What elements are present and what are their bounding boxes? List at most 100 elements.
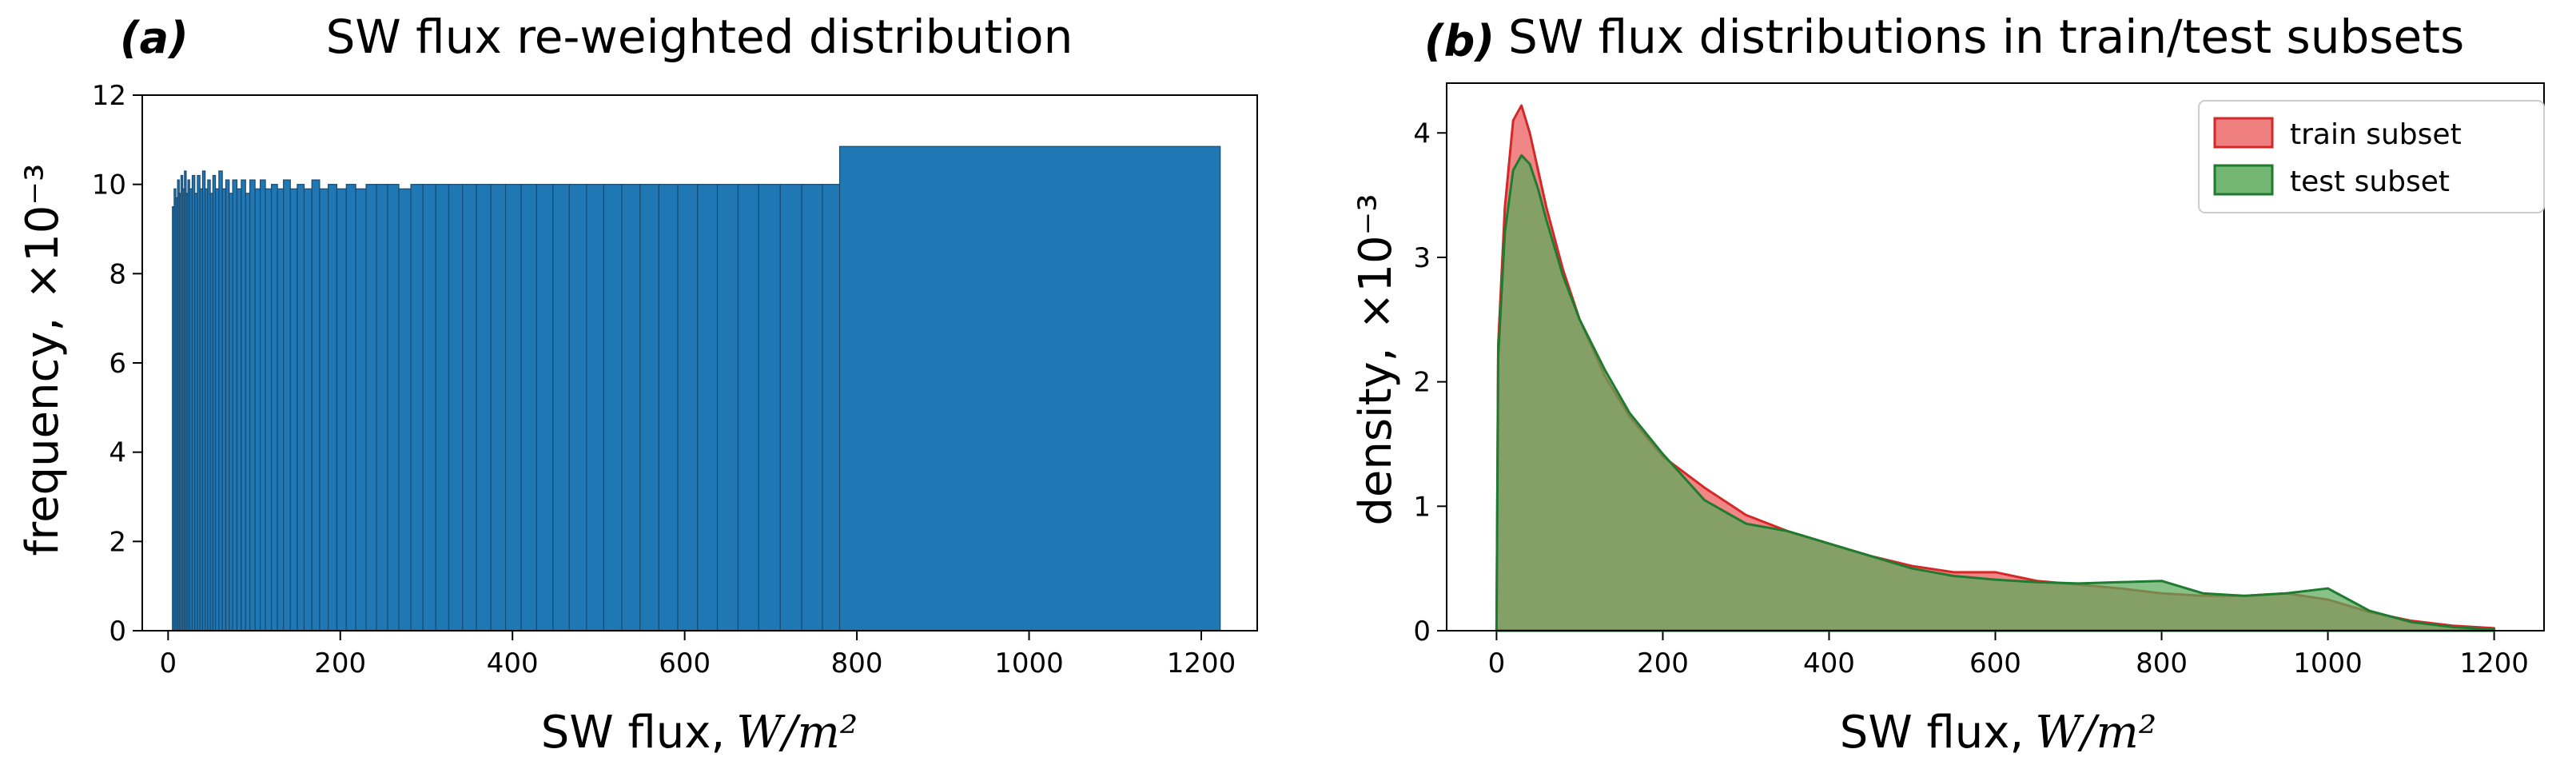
legend-box	[2198, 100, 2545, 213]
histogram-bar	[504, 184, 522, 632]
chart-a-ytick-label: 6	[109, 348, 126, 380]
histogram-bar	[259, 179, 266, 632]
histogram-bar	[289, 188, 298, 632]
chart-b-xtick-label: 1000	[2293, 647, 2363, 679]
chart-b-ylabel-scale: ×10⁻³	[1350, 193, 1402, 329]
chart-a-xtick-label: 1200	[1167, 647, 1236, 679]
chart-b-title: SW flux distributions in train/test subs…	[1508, 10, 2464, 64]
legend-swatch-test	[2213, 164, 2274, 196]
chart-b-xlabel-unit: W/m²	[2035, 707, 2156, 759]
histogram-bar	[838, 145, 1221, 632]
test-subset-area	[1495, 153, 2496, 632]
chart-a-ylabel: frequency, ×10⁻³	[17, 164, 69, 556]
histogram-bar	[410, 184, 424, 632]
histogram-bar	[365, 184, 377, 632]
chart-b-xtick-label: 0	[1488, 647, 1506, 679]
chart-b-ytick-label: 3	[1413, 242, 1431, 274]
histogram-bar	[520, 184, 537, 632]
chart-a-xtick-label: 200	[314, 647, 366, 679]
histogram-bar	[398, 188, 412, 632]
chart-b-xtick-label: 800	[2136, 647, 2188, 679]
histogram-bar	[214, 188, 220, 632]
histogram-bar	[311, 179, 321, 632]
histogram-bar	[232, 179, 238, 632]
histogram-bar	[245, 193, 251, 632]
chart-b-xtick-label: 1200	[2459, 647, 2529, 679]
histogram-bar	[254, 188, 261, 632]
chart-a-xtick-label: 600	[659, 647, 711, 679]
histogram-bar	[387, 184, 400, 632]
chart-b-ticks: 0 200 400 600 800 1000 1200 0 1 2 3 4	[1413, 118, 2528, 679]
chart-b: (b) SW flux distributions in train/test …	[1350, 10, 2545, 759]
histogram-bar	[221, 188, 227, 632]
chart-a-ytick-label: 10	[92, 169, 126, 201]
histogram-bar	[490, 184, 507, 632]
histogram-bar	[568, 184, 587, 632]
chart-b-xtick-label: 600	[1969, 647, 2021, 679]
histogram-bar	[265, 188, 273, 632]
panel-label-b: (b)	[1424, 16, 1495, 66]
chart-b-xtick-label: 400	[1803, 647, 1855, 679]
chart-b-xlabel: SW flux, W/m²	[1840, 707, 2156, 759]
chart-b-frame	[1446, 82, 2545, 632]
histogram-bar	[218, 170, 223, 632]
chart-a-ytick-label: 2	[109, 526, 126, 558]
legend-swatch-train	[2213, 117, 2274, 149]
histogram-bar	[716, 184, 739, 632]
chart-b-ytick-label: 1	[1413, 491, 1431, 523]
histogram-bar	[435, 184, 450, 632]
chart-a-ylabel-scale: ×10⁻³	[17, 164, 69, 300]
histogram-bar	[303, 188, 313, 632]
histogram-bar	[229, 193, 233, 632]
histogram-bar	[277, 188, 285, 632]
histogram-bar	[336, 188, 347, 632]
histogram-bar	[639, 184, 659, 632]
chart-a-ytick-label: 12	[92, 80, 126, 112]
histogram-bar	[801, 184, 823, 632]
chart-b-ytick-label: 0	[1413, 616, 1431, 647]
panel-label-a: (a)	[120, 13, 189, 63]
histogram-bar	[536, 184, 554, 632]
histogram-bar	[328, 184, 338, 632]
histogram-bar	[297, 184, 305, 632]
chart-a-ylabel-text: frequency,	[17, 317, 69, 556]
histogram-bar	[677, 184, 699, 632]
histogram-bar	[697, 184, 719, 632]
histogram-bar	[270, 184, 278, 632]
histogram-bar	[225, 179, 230, 632]
histogram-bar	[355, 188, 367, 632]
chart-b-areas	[1495, 104, 2496, 632]
histogram-bar	[319, 188, 329, 632]
histogram-bar	[621, 184, 641, 632]
histogram-bar	[448, 184, 464, 632]
legend-label-train: train subset	[2290, 118, 2462, 151]
chart-a-xtick-label: 1000	[994, 647, 1064, 679]
histogram-bar	[476, 184, 492, 632]
histogram-bar	[658, 184, 679, 632]
chart-a-ticks: 0 200 400 600 800 1000 1200 0 2 4 6 8 10 12	[92, 80, 1236, 679]
histogram-bar	[345, 184, 356, 632]
histogram-bar	[236, 188, 242, 632]
chart-a-xtick-label: 800	[831, 647, 883, 679]
histogram-bar	[376, 184, 388, 632]
chart-b-legend: train subset test subset	[2198, 100, 2545, 213]
chart-b-ylabel: density, ×10⁻³	[1350, 193, 1402, 525]
histogram-bar	[586, 184, 604, 632]
chart-a-ytick-label: 8	[109, 258, 126, 290]
chart-a-xlabel: SW flux, W/m²	[541, 707, 858, 759]
chart-a-xlabel-text: SW flux,	[541, 707, 725, 759]
histogram-bar	[241, 179, 246, 632]
chart-a-bars	[172, 145, 1221, 632]
chart-a-ytick-label: 4	[109, 437, 126, 469]
chart-a-xtick-label: 0	[159, 647, 177, 679]
chart-b-ylabel-text: density,	[1350, 348, 1402, 526]
histogram-bar	[737, 184, 759, 632]
legend-label-test: test subset	[2290, 165, 2450, 198]
chart-b-ytick-label: 2	[1413, 367, 1431, 399]
chart-a-frame	[141, 94, 1258, 632]
histogram-bar	[779, 184, 802, 632]
histogram-bar	[462, 184, 477, 632]
histogram-bar	[552, 184, 570, 632]
chart-b-ytick-label: 4	[1413, 118, 1431, 149]
